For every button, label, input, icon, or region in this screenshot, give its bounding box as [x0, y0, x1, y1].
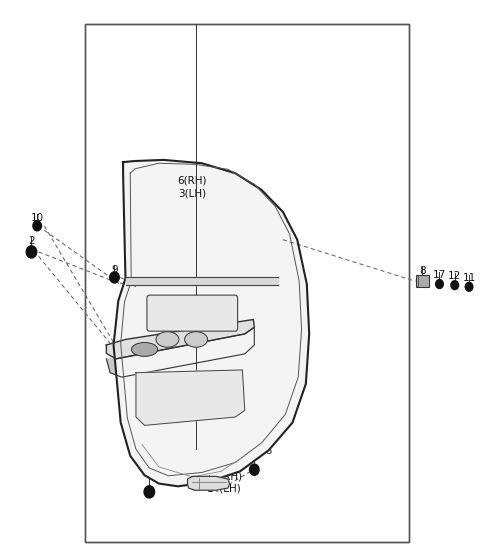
Text: 16: 16: [260, 446, 273, 456]
Polygon shape: [107, 328, 254, 377]
Text: 6(RH)
3(LH): 6(RH) 3(LH): [178, 176, 207, 198]
Polygon shape: [107, 320, 254, 359]
Text: 15: 15: [143, 465, 156, 475]
Ellipse shape: [185, 332, 207, 347]
Circle shape: [33, 221, 41, 231]
Text: 2: 2: [28, 236, 35, 246]
Circle shape: [144, 486, 155, 498]
Polygon shape: [114, 160, 309, 486]
Text: 11: 11: [462, 273, 476, 283]
Text: 17: 17: [433, 270, 446, 280]
Text: 9: 9: [111, 265, 118, 275]
Text: 10: 10: [31, 213, 44, 223]
Circle shape: [436, 280, 444, 289]
Circle shape: [250, 464, 259, 475]
Circle shape: [465, 282, 473, 291]
Text: 13(RH)
14(LH): 13(RH) 14(LH): [206, 471, 243, 494]
Polygon shape: [136, 370, 245, 426]
Text: 12: 12: [448, 271, 461, 281]
Text: 5(RH)
1(LH): 5(RH) 1(LH): [181, 439, 211, 462]
Polygon shape: [188, 476, 229, 490]
Circle shape: [26, 246, 36, 258]
Ellipse shape: [156, 332, 179, 347]
Bar: [85, 23, 409, 542]
Text: 7(RH)
4(LH): 7(RH) 4(LH): [171, 345, 200, 368]
Ellipse shape: [132, 343, 157, 356]
Bar: [85, 23, 409, 542]
Text: 8: 8: [419, 266, 426, 276]
Circle shape: [451, 281, 458, 290]
Circle shape: [110, 272, 119, 283]
FancyBboxPatch shape: [147, 295, 238, 331]
Bar: [416, 275, 429, 287]
Polygon shape: [126, 277, 278, 285]
